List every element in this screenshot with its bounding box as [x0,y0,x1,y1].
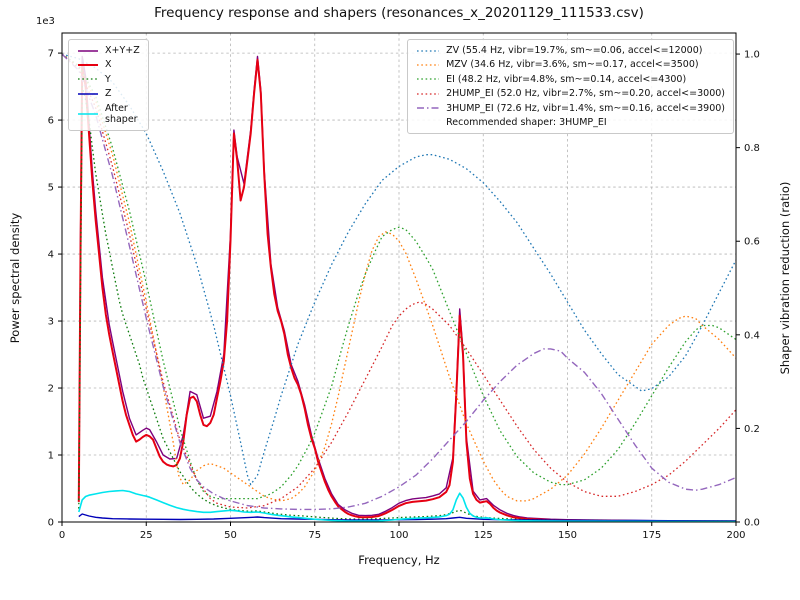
legend-item-label: ZV (55.4 Hz, vibr=19.7%, sm~=0.06, accel… [446,45,703,56]
x-tick-label: 125 [474,530,493,541]
series-mzv-line [62,53,736,502]
legend-item-label: X+Y+Z [105,45,140,56]
legend-psd: X+Y+Z X Y Z After shaper [68,39,149,132]
legend-item-label: 3HUMP_EI (72.6 Hz, vibr=1.4%, sm~=0.16, … [446,102,725,114]
series-y-line [78,85,736,522]
recommended-shaper-text: Recommended shaper: 3HUMP_EI [446,116,607,128]
legend-item: Z [77,88,140,99]
legend-line-sample [78,78,98,81]
legend-shapers: ZV (55.4 Hz, vibr=19.7%, sm~=0.06, accel… [407,39,734,135]
y-axis-right-label: Shaper vibration reduction (ratio) [778,181,792,375]
x-tick-label: 0 [59,530,65,541]
legend-item: X [77,59,140,70]
legend-item-label: 2HUMP_EI (52.0 Hz, vibr=2.7%, sm~=0.20, … [446,88,725,100]
y-right-tick-label: 0.4 [744,330,760,341]
legend-item: 2HUMP_EI (52.0 Hz, vibr=2.7%, sm~=0.20, … [416,88,725,99]
x-tick-label: 100 [389,530,408,541]
legend-item-label: Z [105,88,112,100]
series-z-line [78,513,736,522]
y-left-tick-label: 2 [48,384,54,395]
x-tick-label: 50 [224,530,237,541]
legend-line-sample [417,64,440,66]
x-tick-label: 25 [140,530,153,541]
x-tick-label: 150 [558,530,577,541]
y-left-tick-label: 6 [48,116,54,127]
y-left-tick-label: 5 [48,183,54,194]
legend-item-label: MZV (34.6 Hz, vibr=3.6%, sm~=0.17, accel… [446,59,699,71]
legend-item: ZV (55.4 Hz, vibr=19.7%, sm~=0.06, accel… [416,45,725,56]
chart-title: Frequency response and shapers (resonanc… [154,5,644,21]
legend-line-sample [417,50,440,52]
legend-line-sample [417,78,440,81]
legend-item-label: X [105,59,112,71]
legend-item: MZV (34.6 Hz, vibr=3.6%, sm~=0.17, accel… [416,59,725,70]
series-x-line [77,58,736,522]
legend-line-sample [417,93,440,95]
legend-line-sample [78,93,98,95]
y-left-tick-label: 1 [48,451,54,462]
y-left-tick-label: 0 [48,518,54,529]
legend-line-sample [78,64,98,67]
y-left-tick-label: 7 [48,49,54,60]
x-tick-label: 75 [308,530,321,541]
y-right-tick-label: 0.2 [744,424,760,435]
legend-item: Y [77,74,140,85]
x-tick-label: 200 [726,530,745,541]
legend-item-label: Y [105,73,111,85]
legend-line-sample [78,49,98,52]
legend-item-label: After shaper [105,102,138,125]
y-right-tick-label: 0.0 [744,518,760,529]
series-after-shaper-line [78,489,736,522]
series-zv-line [62,53,736,486]
y-right-tick-label: 0.6 [744,237,760,248]
legend-item: EI (48.2 Hz, vibr=4.8%, sm~=0.14, accel<… [416,74,725,85]
legend-item: 3HUMP_EI (72.6 Hz, vibr=1.4%, sm~=0.16, … [416,103,725,114]
y-left-tick-label: 3 [48,317,54,328]
legend-line-sample [417,107,440,109]
y-left-tick-label: 4 [48,250,54,261]
series-3hump-ei-line [62,53,736,511]
y-axis-left-label: Power spectral density [8,212,22,344]
legend-item: After shaper [77,103,140,126]
series-x-y-z-line [78,55,736,522]
x-tick-label: 175 [642,530,661,541]
y-right-tick-label: 0.8 [744,143,760,154]
legend-item-label: EI (48.2 Hz, vibr=4.8%, sm~=0.14, accel<… [446,73,687,85]
y-axis-offset-text: 1e3 [36,16,55,27]
legend-item: X+Y+Z [77,45,140,56]
y-right-tick-label: 1.0 [744,50,760,61]
legend-line-sample [78,113,98,115]
x-axis-label: Frequency, Hz [358,553,440,567]
